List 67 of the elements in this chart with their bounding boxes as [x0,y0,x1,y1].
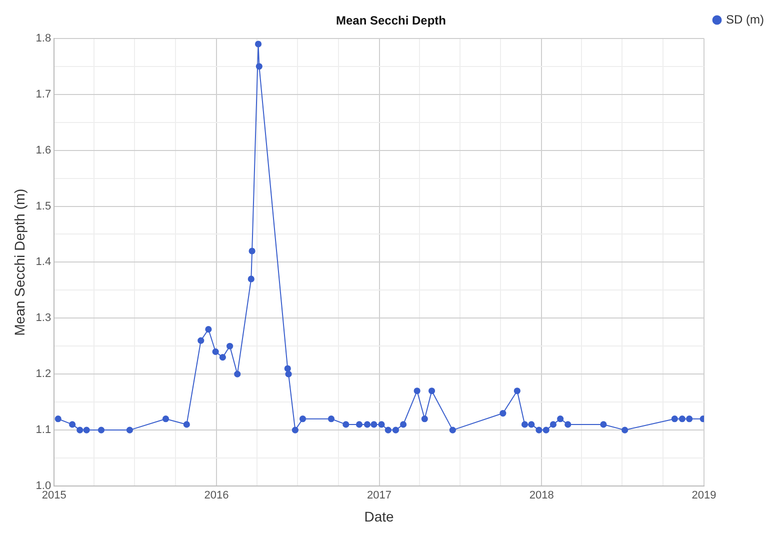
point [421,416,428,422]
chart-title: Mean Secchi Depth [336,14,446,28]
point [248,276,254,282]
y-tick-label: 1.1 [36,424,52,436]
point [126,426,134,434]
point [514,388,520,394]
point [248,248,256,254]
point [285,370,292,378]
point [414,388,420,394]
point [292,426,298,434]
point [284,365,291,372]
x-axis-title: Date [364,508,394,524]
point [671,416,678,422]
point [256,63,262,70]
point [686,416,693,422]
point [254,40,262,48]
point [500,410,506,417]
point [564,421,572,428]
point [98,426,105,434]
point [384,426,392,434]
point [678,416,686,422]
point [557,416,564,422]
point [183,421,190,428]
y-tick-label: 1.7 [36,88,52,100]
y-axis-title: Mean Secchi Depth (m) [11,188,28,336]
point [83,426,90,434]
point [162,416,170,422]
x-tick-label: 2015 [42,490,66,502]
point [521,421,528,428]
point [364,421,371,428]
y-tick-label: 1.4 [36,256,52,268]
point [528,421,535,428]
point [392,426,400,434]
point [378,421,385,428]
point [449,426,456,434]
point [356,421,363,428]
x-tick-label: 2018 [529,490,554,502]
point [76,426,84,434]
legend-label: SD (m) [726,12,764,26]
y-tick-label: 1.5 [36,200,52,212]
point [234,370,241,378]
point [226,342,234,350]
point [536,426,542,434]
point [205,326,212,333]
point [299,416,306,422]
point [622,426,628,434]
y-tick-label: 1.0 [36,480,52,492]
point [600,421,607,428]
point [400,421,407,428]
point [219,354,226,361]
point [428,388,436,394]
point [69,421,76,428]
point [198,337,204,344]
point [54,416,62,422]
x-tick-label: 2019 [692,490,716,502]
y-tick-label: 1.6 [36,144,52,156]
point [342,421,350,428]
y-tick-label: 1.3 [36,312,52,324]
x-tick-label: 2016 [204,490,229,502]
x-tick-label: 2017 [367,490,392,502]
point [370,421,378,428]
point [328,416,335,422]
point [550,421,557,428]
y-tick-label: 1.8 [36,32,52,44]
point [542,426,550,434]
point [212,348,219,356]
y-tick-label: 1.2 [36,368,52,380]
